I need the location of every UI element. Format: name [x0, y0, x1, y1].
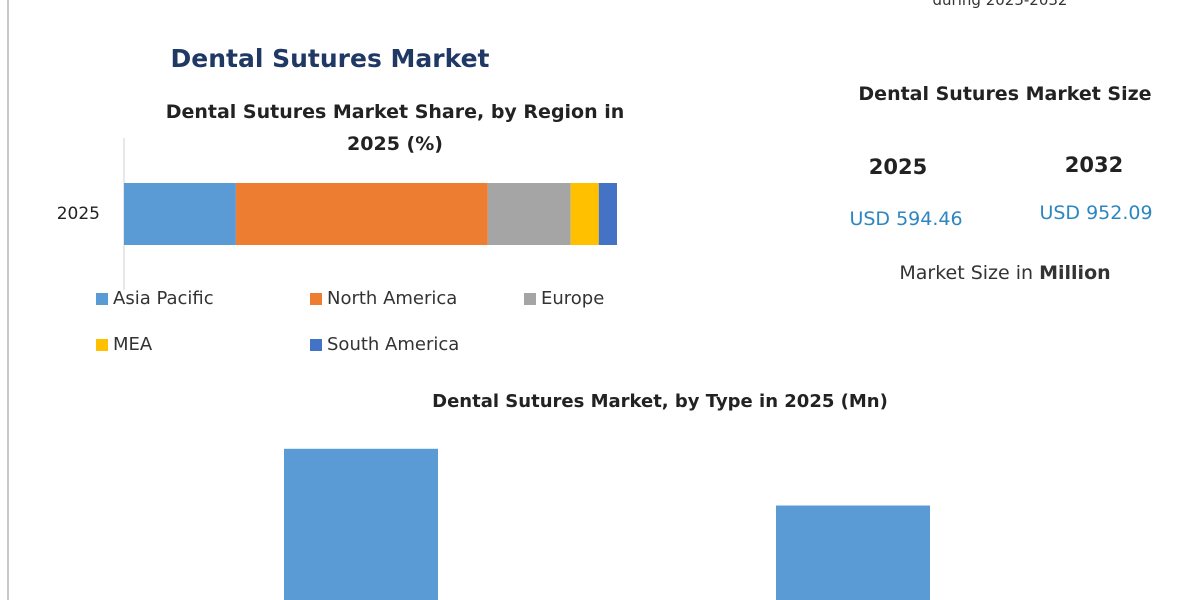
legend-label: North America [327, 288, 457, 309]
legend-swatch [524, 293, 536, 305]
chart-title: Dental Sutures Market, by Type in 2025 (… [432, 391, 888, 412]
legend-label: MEA [113, 334, 153, 355]
bar [776, 505, 930, 600]
market-value: USD 952.09 [1039, 202, 1153, 224]
legend-swatch [96, 293, 108, 305]
bar-segment [598, 183, 617, 245]
bar-segment [570, 183, 599, 245]
market-size-title: Dental Sutures Market Size [858, 83, 1152, 105]
year-label: 2025 [868, 155, 928, 179]
market-value: USD 594.46 [849, 208, 963, 230]
note-text: Market Size in [899, 262, 1034, 284]
legend-swatch [310, 293, 322, 305]
legend-swatch [310, 339, 322, 351]
category-label: 2025 [57, 204, 100, 224]
bar [284, 448, 438, 600]
note-bold: Million [1039, 262, 1111, 284]
year-label: 2032 [1064, 153, 1124, 177]
legend-label: South America [327, 334, 459, 355]
market-note: Market Size in Million [850, 262, 1160, 284]
bar-segment [124, 183, 236, 245]
bar-segment [487, 183, 571, 245]
top-note: during 2025-2032 [932, 0, 1068, 9]
bar-segment [235, 183, 488, 245]
legend-label: Europe [541, 288, 604, 309]
chart-title: Dental Sutures Market Share, by Region i… [165, 101, 625, 155]
page-title: Dental Sutures Market [170, 44, 490, 73]
legend-label: Asia Pacific [113, 288, 214, 309]
legend-swatch [96, 339, 108, 351]
